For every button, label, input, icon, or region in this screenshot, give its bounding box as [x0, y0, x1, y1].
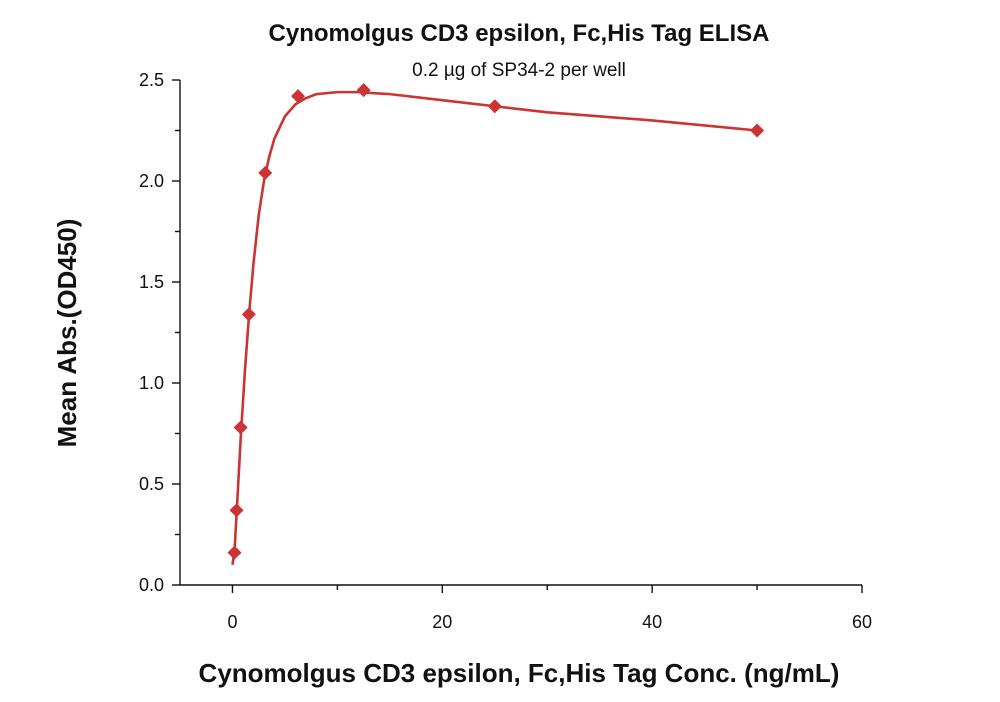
- y-tick-label: 0.0: [139, 575, 164, 595]
- data-point: [227, 545, 242, 560]
- y-tick-label: 0.5: [139, 474, 164, 494]
- x-tick-label: 40: [642, 612, 662, 632]
- data-point: [487, 99, 502, 114]
- data-point: [241, 307, 256, 322]
- x-tick-label: 20: [432, 612, 452, 632]
- data-point: [750, 123, 765, 138]
- data-point: [291, 89, 306, 104]
- chart-title: Cynomolgus CD3 epsilon, Fc,His Tag ELISA: [269, 20, 770, 47]
- fit-curve: [231, 90, 758, 565]
- y-tick-label: 2.0: [139, 171, 164, 191]
- data-point: [233, 420, 248, 435]
- x-axis-ticks: 0 20 40 60: [227, 585, 872, 632]
- chart-subtitle: 0.2 µg of SP34-2 per well: [412, 60, 626, 81]
- y-axis-label: Mean Abs.(OD450): [52, 219, 82, 448]
- data-point: [258, 165, 273, 180]
- x-tick-label: 0: [227, 612, 237, 632]
- y-tick-label: 1.5: [139, 272, 164, 292]
- data-point: [229, 503, 244, 518]
- x-axis-label: Cynomolgus CD3 epsilon, Fc,His Tag Conc.…: [199, 658, 840, 688]
- y-axis-ticks: 0.0 0.5 1.0 1.5 2.0 2.5: [139, 70, 180, 595]
- y-tick-label: 2.5: [139, 70, 164, 90]
- data-points: [227, 83, 765, 560]
- data-point: [356, 83, 371, 98]
- y-tick-label: 1.0: [139, 373, 164, 393]
- x-tick-label: 60: [852, 612, 872, 632]
